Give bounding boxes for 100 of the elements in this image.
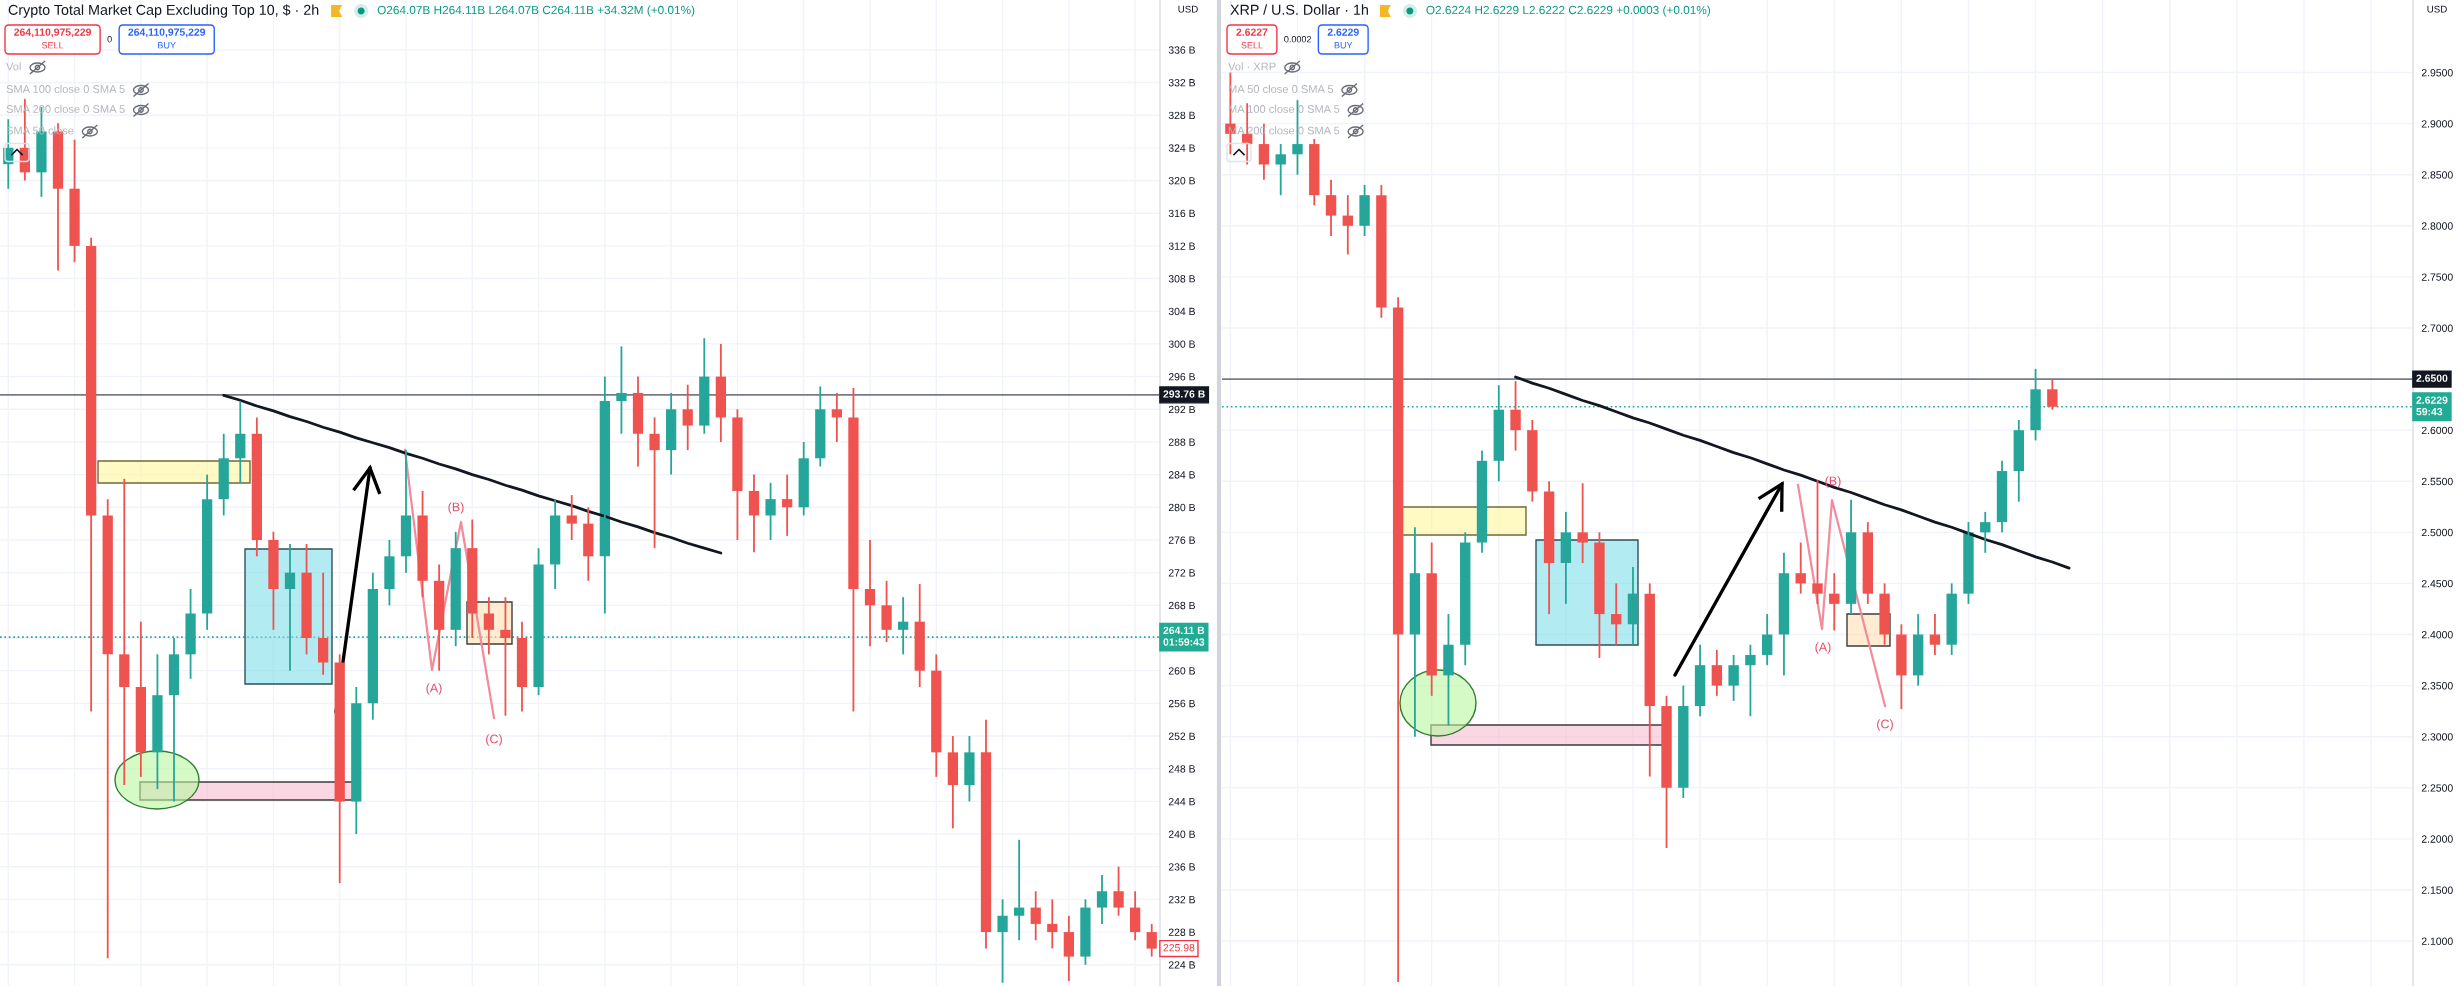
y-tick-label: 272 B (1168, 569, 1196, 577)
y-tick-label: 2.7000 (2421, 324, 2453, 332)
annotation: (A) (1815, 642, 1831, 654)
candlestick (1443, 613, 1454, 727)
annotation: (A) (426, 683, 442, 695)
candlestick (1292, 99, 1303, 176)
line-series (222, 393, 723, 555)
candlestick (732, 408, 743, 541)
y-tick-label: 2.2500 (2421, 784, 2453, 792)
candlestick (69, 138, 80, 264)
y-tick-label: 324 B (1168, 144, 1196, 152)
chart-subtitle: O264.07B H264.11B L264.07B C264.11B +34.32M (+0.01%) (377, 5, 695, 17)
chart-subtitle: O2.6224 H2.6229 L2.6222 C2.6229 +0.0003 (+0.01%) (1426, 5, 1711, 17)
ref-line-label: 2.6229 59:43 (2416, 396, 2448, 416)
candlestick (616, 345, 627, 435)
y-tick-label: 288 B (1168, 438, 1196, 446)
y-tick-label: 232 B (1168, 895, 1196, 904)
candlestick (848, 387, 859, 713)
y-tick-label: 2.7500 (2421, 273, 2453, 281)
y-tick-label: 2.3500 (2421, 682, 2453, 690)
y-tick-label: 328 B (1168, 111, 1196, 120)
text: USD (1178, 5, 1198, 13)
y-tick-label: 256 B (1168, 699, 1196, 708)
text: USD (2427, 5, 2447, 13)
y-tick-label: 268 B (1168, 601, 1196, 610)
candlestick (417, 490, 428, 599)
annotation: BUY (1334, 42, 1353, 49)
y-tick-label: 316 B (1168, 209, 1196, 218)
y-tick-label: 320 B (1168, 177, 1196, 185)
y-tick-label: 260 B (1168, 667, 1196, 675)
y-tick-label: 2.3000 (2421, 733, 2453, 741)
annotation: (C) (1877, 719, 1893, 731)
ref-line-label: 264.11 B 01:59:43 (1163, 626, 1205, 646)
y-tick-label: 2.4500 (2421, 579, 2453, 588)
y-tick-label: 284 B (1168, 471, 1196, 479)
y-tick-label: 296 B (1168, 373, 1196, 381)
annotation: (B) (448, 502, 464, 514)
annotation: 0 (107, 36, 112, 43)
ref-line-label: 293.76 B (1163, 390, 1205, 398)
y-tick-label: 2.1000 (2421, 937, 2453, 945)
y-tick-label: 2.2000 (2421, 835, 2453, 843)
y-tick-label: 236 B (1168, 863, 1196, 871)
y-tick-label: 248 B (1168, 765, 1196, 773)
annotation: (C) (486, 734, 502, 746)
y-tick-label: 244 B (1168, 797, 1196, 806)
candlestick (1963, 521, 1974, 605)
y-tick-label: 308 B (1168, 275, 1196, 283)
annotation: 264,110,975,229 (128, 28, 206, 38)
candlestick (185, 588, 196, 680)
line-series (1514, 375, 2071, 570)
candlestick (881, 579, 892, 643)
y-tick-label: 276 B (1168, 536, 1196, 544)
candlestick (301, 543, 312, 656)
y-tick-label: 2.8500 (2421, 171, 2453, 179)
candlestick (2030, 367, 2041, 442)
annotation: 2.6227 (1236, 28, 1268, 36)
y-tick-label: 312 B (1168, 242, 1196, 250)
candlestick (1577, 482, 1588, 564)
candlestick (384, 539, 395, 607)
annotation: 2.6229 (1327, 28, 1359, 36)
annotation: 225.98 (1163, 944, 1195, 952)
y-tick-label: 2.5000 (2421, 528, 2453, 537)
y-tick-label: 300 B (1168, 340, 1196, 348)
annotation: SELL (41, 42, 64, 49)
y-tick-label: 2.4000 (2421, 631, 2453, 639)
candlestick (1510, 380, 1521, 452)
candlestick (997, 898, 1008, 984)
y-tick-label: 228 B (1168, 928, 1196, 936)
candlestick (1359, 184, 1370, 237)
y-tick-label: 332 B (1168, 79, 1196, 87)
annotation: SELL (1241, 42, 1263, 49)
candlestick (500, 596, 511, 717)
candlestick (1080, 898, 1091, 966)
candlestick (1812, 479, 1823, 605)
y-tick-label: 2.6000 (2421, 426, 2453, 435)
y-tick-label: 2.5500 (2421, 477, 2453, 486)
y-tick-label: 292 B (1168, 405, 1196, 414)
annotation: SMA 100 close 0 SMA 5 (6, 84, 125, 93)
candlestick (964, 735, 975, 803)
candlestick (1594, 531, 1605, 659)
y-tick-label: 224 B (1168, 961, 1196, 969)
annotation: 264,110,975,229 (14, 28, 91, 38)
y-tick-label: 2.9000 (2421, 120, 2453, 128)
y-tick-label: 304 B (1168, 307, 1196, 316)
y-tick-label: 2.1500 (2421, 886, 2453, 894)
chart-title: Crypto Total Market Cap Excluding Top 10, $ · 2h (8, 4, 319, 18)
y-tick-label: 2.8000 (2421, 222, 2453, 230)
y-tick-label: 252 B (1168, 732, 1196, 740)
y-tick-label: 336 B (1168, 46, 1196, 54)
candlestick (649, 416, 660, 550)
annotation: BUY (158, 42, 176, 49)
candlestick (1661, 694, 1672, 849)
ref-line-label: 2.6500 (2416, 374, 2448, 382)
y-tick-label: 280 B (1168, 503, 1196, 512)
candlestick (268, 530, 279, 631)
candlestick (765, 481, 776, 541)
y-tick-label: 2.9500 (2421, 69, 2453, 77)
annotation: 0.0002 (1284, 36, 1312, 43)
annotation: Vol · XRP (1228, 62, 1276, 71)
annotation: Vol (6, 62, 21, 71)
